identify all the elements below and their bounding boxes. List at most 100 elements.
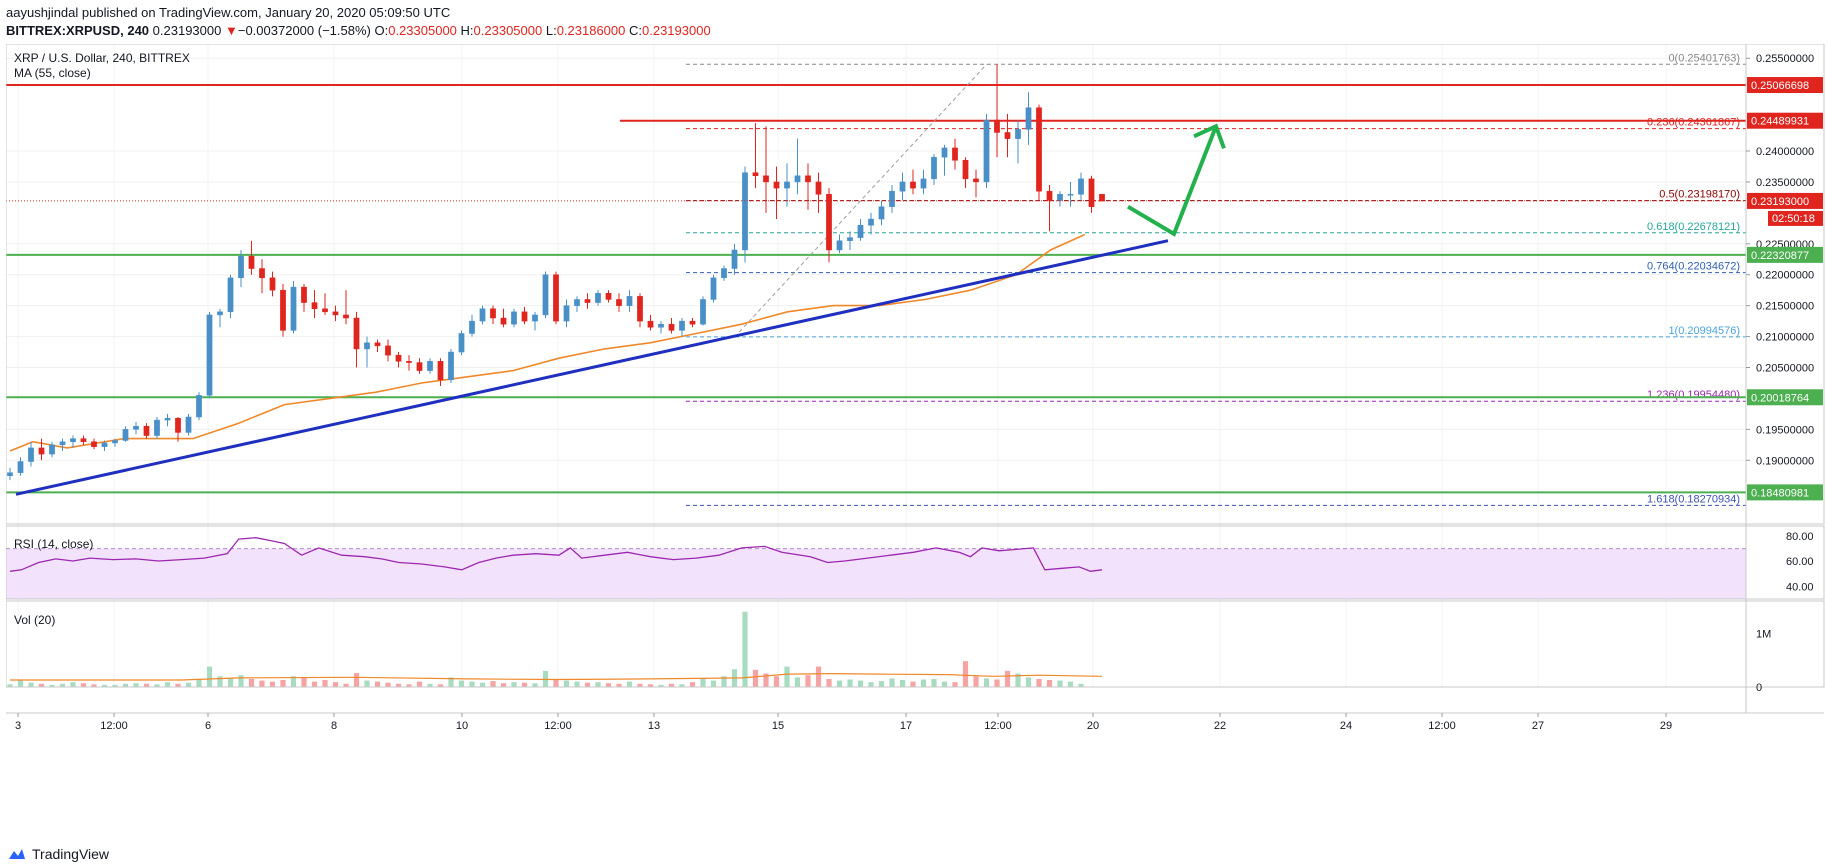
candle-body <box>1036 107 1042 192</box>
volume-bar <box>28 682 34 687</box>
candle-body <box>910 181 916 189</box>
volume-bar <box>17 680 24 687</box>
candle-body <box>290 286 297 331</box>
volume-bar <box>469 681 475 687</box>
candle-body <box>133 426 139 430</box>
price-tick-label: 0.23500000 <box>1756 177 1814 189</box>
fib-level-label: 0.764(0.22034672) <box>1647 261 1740 273</box>
down-triangle-icon: ▼ <box>224 23 238 38</box>
candle-body <box>1099 194 1105 202</box>
volume-bar <box>1036 678 1042 687</box>
axes: 0.255000000.240000000.235000000.22500000… <box>5 43 1825 732</box>
candle-body <box>70 438 76 442</box>
candle-body <box>742 172 748 251</box>
candle-body <box>511 311 517 325</box>
candle-body <box>28 447 34 462</box>
volume-bar <box>952 682 958 687</box>
candle-body <box>301 286 307 303</box>
volume-bar <box>458 680 465 687</box>
volume-bar <box>448 677 454 687</box>
candle-body <box>122 429 129 441</box>
candle-body <box>605 293 612 300</box>
volume-bar <box>437 684 444 687</box>
volume-bar <box>658 684 664 687</box>
candle-body <box>206 314 213 396</box>
price-tick-label: 0.25500000 <box>1756 53 1814 65</box>
open-label: O: <box>374 23 389 38</box>
candle-body <box>238 255 244 279</box>
volume-bar <box>59 683 66 687</box>
volume-bar <box>889 678 895 687</box>
support-price-tag <box>1747 246 1823 263</box>
rsi-legend: RSI (14, close) <box>14 537 93 551</box>
volume-bar <box>238 675 244 687</box>
price-tick-label: 0.21500000 <box>1756 301 1814 313</box>
countdown-tag <box>1768 210 1823 226</box>
volume-bar <box>910 681 916 687</box>
open-value: 0.23305000 <box>388 23 457 38</box>
candle-body <box>626 296 633 306</box>
publish-info: aayushjindal published on TradingView.co… <box>6 5 450 20</box>
volume-bar <box>973 676 979 687</box>
volume-bar <box>1046 680 1053 687</box>
candle-body <box>542 274 549 316</box>
candle-body <box>406 361 412 363</box>
volume-bar <box>637 683 643 687</box>
time-tick-label: 12:00 <box>544 720 572 732</box>
volume-bar <box>763 673 769 687</box>
candle-body <box>679 320 685 331</box>
volume-bar <box>815 666 822 687</box>
volume-bar <box>721 676 727 687</box>
publish-text: published on TradingView.com, January 20… <box>78 5 451 20</box>
candle-body <box>794 175 801 183</box>
close-label: C: <box>629 23 642 38</box>
candle-body <box>1015 129 1021 139</box>
volume-bar <box>364 680 370 687</box>
volume-bar <box>154 684 160 687</box>
fib-level-label: 0.5(0.23198170) <box>1659 189 1740 201</box>
chart-svg[interactable]: 0(0.25401763) 0.236(0.24361867) 0.5(0.2319… <box>5 43 1828 844</box>
candle-body <box>878 206 885 220</box>
time-tick-label: 20 <box>1087 720 1099 732</box>
candle-body <box>731 249 738 269</box>
volume-bar <box>700 678 706 687</box>
candle-body <box>458 333 465 353</box>
author-link[interactable]: aayushjindal <box>6 5 79 20</box>
price-tick-label: 0.19000000 <box>1756 455 1814 467</box>
candle-body <box>269 277 276 291</box>
resistance-price-tag <box>1747 112 1823 129</box>
time-tick-label: 8 <box>331 720 337 732</box>
volume-bar <box>101 684 108 687</box>
candle-body <box>49 444 55 455</box>
rsi-line <box>9 537 1103 572</box>
candle-body <box>227 277 234 313</box>
volume-bar <box>133 683 139 687</box>
candle-body <box>448 351 454 381</box>
volume-bar <box>826 678 832 687</box>
rsi-panel-border <box>5 525 1825 600</box>
candle-body <box>721 268 727 279</box>
candle-body <box>374 342 381 347</box>
volume-bar <box>773 676 780 687</box>
volume-tick-label: 0 <box>1756 682 1762 694</box>
chart-area[interactable]: 0(0.25401763) 0.236(0.24361867) 0.5(0.2319… <box>5 43 1828 844</box>
tradingview-logo[interactable]: TradingView <box>8 846 109 862</box>
time-tick-label: 6 <box>205 720 211 732</box>
candle-body <box>584 299 591 303</box>
volume-bar <box>427 683 433 687</box>
volume-bar <box>605 683 612 687</box>
volume-bar <box>1025 677 1032 687</box>
candle-body <box>857 224 864 238</box>
price-panel: 0(0.25401763) 0.236(0.24361867) 0.5(0.2319… <box>6 52 1746 506</box>
volume-bar <box>7 684 13 687</box>
time-tick-label: 17 <box>900 720 912 732</box>
volume-bar <box>217 676 223 687</box>
volume-bar <box>710 680 717 687</box>
candle-body <box>59 441 66 446</box>
candle-body <box>773 181 780 189</box>
fib-level-label: 1.236(0.19954480) <box>1647 389 1740 401</box>
candle-body <box>101 442 108 447</box>
candle-body <box>532 314 538 322</box>
candle-body <box>80 438 87 442</box>
candle-body <box>700 299 706 325</box>
